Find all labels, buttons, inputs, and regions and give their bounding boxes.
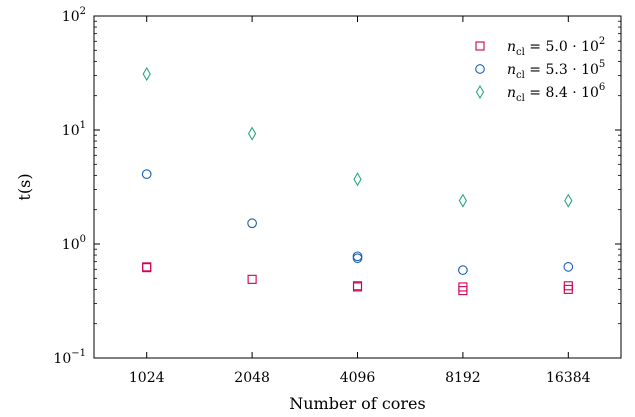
x-tick-label: 2048 (234, 370, 270, 386)
diamond-marker-series-3 (247, 126, 257, 141)
legend-label-series-3: ncl = 8.4 · 106 (507, 82, 605, 104)
y-tick-label: 101 (62, 120, 86, 139)
x-axis-ticks: 1024 2048 4096 8192 16384 (129, 16, 591, 386)
circle-marker-series-2 (563, 262, 574, 272)
circle-marker-series-2 (458, 265, 468, 275)
x-tick-label: 16384 (546, 370, 591, 386)
square-marker-series-1 (563, 281, 573, 291)
x-tick-label: 1024 (129, 370, 165, 386)
diamond-marker-series-3 (458, 193, 468, 208)
square-marker-series-1 (247, 274, 257, 284)
data-markers (141, 66, 574, 296)
x-tick-label: 4096 (340, 370, 376, 386)
diamond-marker-series-3 (564, 193, 573, 208)
legend-square-marker (475, 41, 485, 51)
y-tick-label: 102 (62, 6, 86, 25)
legend-label-series-2: ncl = 5.3 · 105 (507, 59, 605, 81)
circle-marker-series-2 (352, 253, 363, 264)
y-axis-ticks: 10−1 100 101 102 (53, 6, 621, 367)
legend-circle-marker (475, 64, 485, 74)
y-tick-label: 100 (62, 234, 86, 253)
diamond-marker-series-3 (353, 172, 362, 187)
diamond-marker-series-3 (142, 66, 151, 82)
square-marker-series-1 (458, 282, 468, 292)
y-tick-label: 10−1 (53, 348, 86, 367)
square-marker-series-1 (352, 281, 363, 291)
x-axis-label: Number of cores (289, 394, 425, 413)
circle-marker-series-2 (141, 169, 152, 179)
y-axis-label: t(s) (15, 173, 34, 200)
square-marker-series-1 (142, 262, 152, 272)
x-tick-label: 8192 (445, 370, 481, 386)
circle-marker-series-2 (247, 218, 257, 229)
legend-label-series-1: ncl = 5.0 · 102 (507, 36, 605, 58)
legend-diamond-marker (475, 84, 485, 100)
circle-marker-series-2 (352, 251, 363, 262)
